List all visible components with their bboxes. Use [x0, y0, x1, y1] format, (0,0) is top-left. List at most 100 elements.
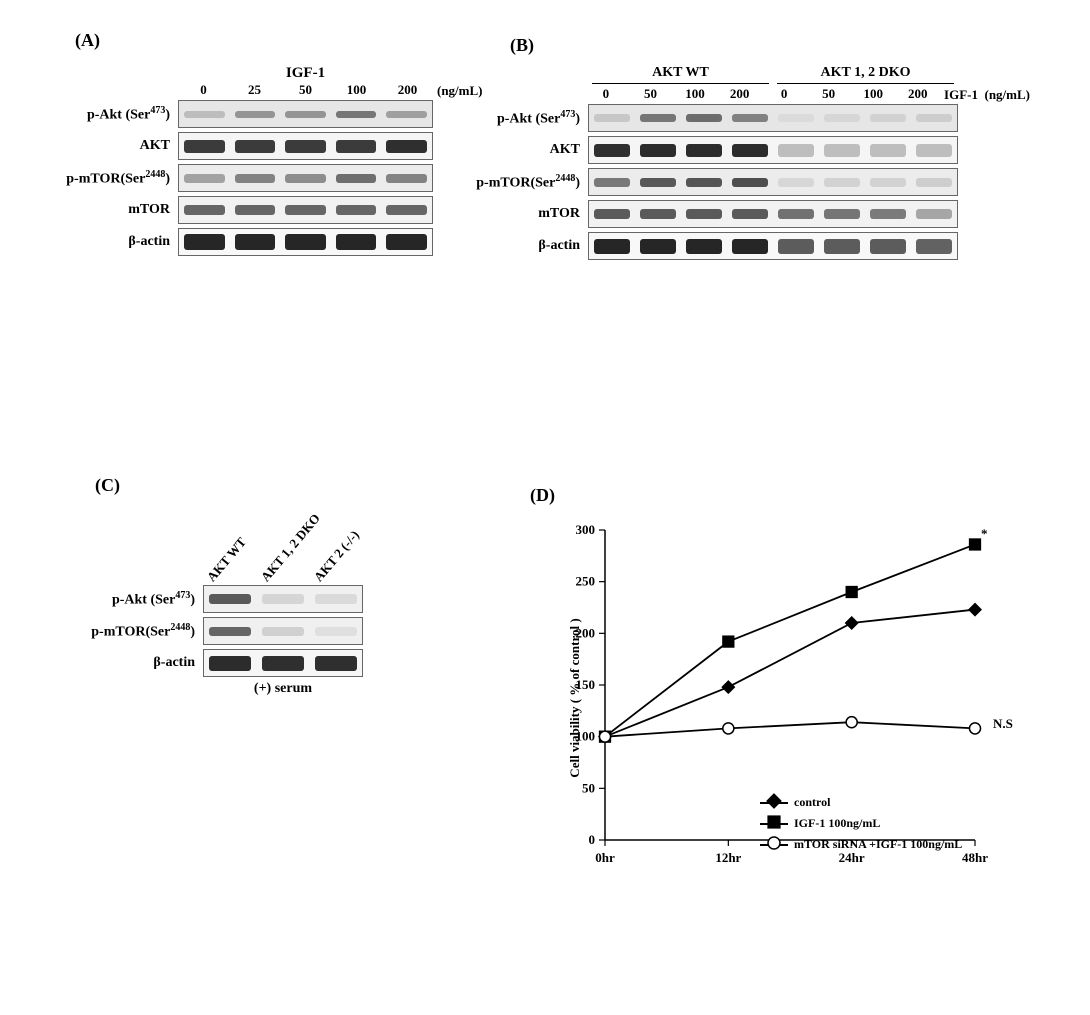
- blot-strip: [203, 585, 363, 613]
- blot-band: [184, 111, 224, 118]
- blot-band: [386, 234, 426, 250]
- blot-row: p-Akt (Ser473): [60, 100, 490, 128]
- panel-d: 0501001502002503000hr12hr24hr48hr Cell v…: [545, 510, 1005, 885]
- blot-lane: [381, 229, 432, 255]
- blot-row-label: mTOR: [60, 202, 178, 218]
- blot-row-label: p-mTOR(Ser2448): [470, 173, 588, 192]
- blot-band: [686, 209, 723, 219]
- blot-lane: [681, 201, 727, 227]
- blot-lane: [819, 105, 865, 131]
- panel-d-ylabel: Cell viability ( % of control ): [567, 588, 583, 808]
- blot-row: p-mTOR(Ser2448): [60, 164, 490, 192]
- blot-band: [824, 114, 861, 122]
- blot-row-label: p-Akt (Ser473): [470, 109, 588, 128]
- svg-text:48hr: 48hr: [962, 850, 988, 865]
- blot-band: [315, 627, 357, 636]
- blot-lane: [331, 229, 382, 255]
- blot-lane: [309, 618, 362, 644]
- blot-band: [336, 205, 376, 215]
- blot-band: [594, 144, 631, 157]
- blot-band: [594, 209, 631, 219]
- dose-value: 100: [851, 86, 896, 102]
- blot-band: [916, 144, 953, 157]
- blot-lane: [681, 105, 727, 131]
- panel-c-label: (C): [95, 475, 120, 496]
- blot-lane: [230, 229, 281, 255]
- blot-band: [235, 174, 275, 183]
- blot-lane: [865, 137, 911, 163]
- blot-lane: [381, 197, 432, 223]
- group-label: AKT 1, 2 DKO: [777, 65, 954, 84]
- dose-value: 200: [382, 82, 433, 98]
- blot-band: [386, 140, 426, 153]
- blot-lane: [911, 201, 957, 227]
- blot-lane: [911, 105, 957, 131]
- blot-lane: [331, 101, 382, 127]
- blot-band: [916, 114, 953, 122]
- blot-lane: [589, 169, 635, 195]
- blot-strip: [178, 228, 433, 256]
- panel-a: IGF-1 02550100200 (ng/mL) p-Akt (Ser473)…: [60, 65, 490, 260]
- blot-lane: [257, 618, 310, 644]
- dose-value: 50: [628, 86, 673, 102]
- svg-text:50: 50: [582, 780, 595, 795]
- dose-value: 100: [331, 82, 382, 98]
- legend-label: IGF-1 100ng/mL: [794, 816, 880, 831]
- blot-band: [235, 205, 275, 215]
- blot-lane: [727, 137, 773, 163]
- blot-lane: [280, 133, 331, 159]
- blot-row-label: p-Akt (Ser473): [60, 105, 178, 124]
- blot-lane: [865, 169, 911, 195]
- blot-lane: [179, 165, 230, 191]
- blot-row-label: p-mTOR(Ser2448): [85, 622, 203, 641]
- blot-band: [732, 144, 769, 157]
- blot-row-label: AKT: [470, 142, 588, 158]
- blot-strip: [588, 104, 958, 132]
- blot-lane: [727, 169, 773, 195]
- blot-lane: [911, 137, 957, 163]
- blot-lane: [589, 137, 635, 163]
- legend-label: mTOR siRNA +IGF-1 100ng/mL: [794, 837, 962, 852]
- blot-band: [209, 627, 251, 636]
- blot-lane: [204, 618, 257, 644]
- blot-band: [184, 140, 224, 153]
- panel-b-dose-header: 050100200050100200: [584, 86, 940, 102]
- blot-band: [870, 239, 907, 254]
- blot-row: mTOR: [60, 196, 490, 224]
- dose-value: 100: [673, 86, 718, 102]
- blot-band: [262, 656, 304, 671]
- blot-band: [285, 140, 325, 153]
- blot-row: p-mTOR(Ser2448): [85, 617, 415, 645]
- blot-band: [594, 114, 631, 122]
- blot-lane: [819, 169, 865, 195]
- blot-lane: [727, 201, 773, 227]
- blot-band: [594, 239, 631, 254]
- blot-band: [594, 178, 631, 187]
- blot-band: [285, 234, 325, 250]
- blot-strip: [588, 136, 958, 164]
- blot-lane: [280, 229, 331, 255]
- blot-row: AKT: [60, 132, 490, 160]
- blot-band: [732, 239, 769, 254]
- dose-value: 25: [229, 82, 280, 98]
- blot-band: [732, 114, 769, 122]
- blot-band: [209, 656, 251, 671]
- blot-lane: [911, 169, 957, 195]
- blot-lane: [819, 201, 865, 227]
- svg-text:12hr: 12hr: [715, 850, 741, 865]
- blot-lane: [911, 233, 957, 259]
- blot-lane: [179, 133, 230, 159]
- blot-row: p-Akt (Ser473): [85, 585, 415, 613]
- blot-lane: [635, 105, 681, 131]
- blot-row-label: AKT: [60, 138, 178, 154]
- blot-lane: [773, 137, 819, 163]
- blot-lane: [204, 586, 257, 612]
- blot-lane: [635, 169, 681, 195]
- panel-b-group-header: AKT WTAKT 1, 2 DKO: [588, 65, 958, 84]
- blot-band: [209, 594, 251, 604]
- blot-band: [336, 140, 376, 153]
- blot-band: [778, 114, 815, 122]
- blot-row: β-actin: [60, 228, 490, 256]
- blot-lane: [230, 101, 281, 127]
- blot-band: [824, 239, 861, 254]
